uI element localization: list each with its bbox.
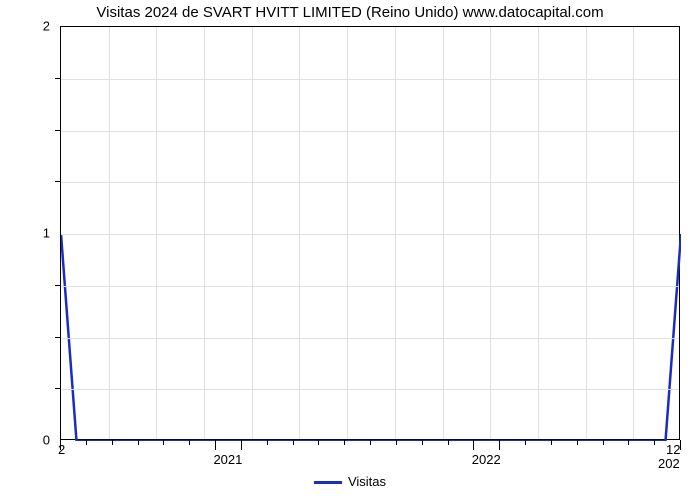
y-minor-tick bbox=[55, 181, 60, 182]
grid-line-v bbox=[204, 27, 205, 439]
x-tick bbox=[499, 440, 500, 450]
x-tick bbox=[112, 440, 113, 445]
grid-line-v bbox=[156, 27, 157, 439]
x-tick bbox=[654, 440, 655, 445]
x-tick bbox=[422, 440, 423, 445]
y-tick-label: 0 bbox=[0, 433, 50, 448]
grid-line-h bbox=[61, 286, 679, 287]
x-tick bbox=[396, 440, 397, 445]
x-end-right-label2: 202 bbox=[658, 456, 680, 471]
x-tick bbox=[551, 440, 552, 445]
grid-line-v bbox=[490, 27, 491, 439]
chart-container: Visitas 2024 de SVART HVITT LIMITED (Rei… bbox=[0, 0, 700, 500]
grid-line-h bbox=[61, 79, 679, 80]
y-tick-label: 2 bbox=[0, 19, 50, 34]
grid-line-v bbox=[299, 27, 300, 439]
legend-swatch bbox=[314, 481, 342, 484]
x-end-right-label: 12 bbox=[666, 442, 680, 457]
x-tick bbox=[448, 440, 449, 445]
y-tick-label: 1 bbox=[0, 226, 50, 241]
x-tick bbox=[577, 440, 578, 445]
x-tick bbox=[603, 440, 604, 445]
grid-line-v bbox=[633, 27, 634, 439]
grid-line-h bbox=[61, 389, 679, 390]
x-tick bbox=[473, 440, 474, 450]
legend: Visitas bbox=[0, 474, 700, 489]
grid-line-v bbox=[395, 27, 396, 439]
grid-line-v bbox=[586, 27, 587, 439]
y-minor-tick bbox=[55, 285, 60, 286]
plot-area bbox=[60, 26, 680, 440]
grid-line-h bbox=[61, 131, 679, 132]
x-major-label: 2021 bbox=[213, 452, 242, 467]
y-minor-tick bbox=[55, 388, 60, 389]
x-tick bbox=[241, 440, 242, 450]
x-tick bbox=[267, 440, 268, 445]
x-tick bbox=[293, 440, 294, 445]
x-tick bbox=[86, 440, 87, 445]
grid-line-h bbox=[61, 182, 679, 183]
x-tick bbox=[370, 440, 371, 445]
x-tick bbox=[189, 440, 190, 445]
x-tick bbox=[628, 440, 629, 445]
grid-line-v bbox=[443, 27, 444, 439]
x-major-label: 2022 bbox=[472, 452, 501, 467]
grid-line-v bbox=[252, 27, 253, 439]
x-tick bbox=[344, 440, 345, 445]
grid-line-h bbox=[61, 338, 679, 339]
x-end-left-label: 2 bbox=[58, 442, 65, 457]
y-minor-tick bbox=[55, 337, 60, 338]
x-tick bbox=[163, 440, 164, 445]
y-minor-tick bbox=[55, 130, 60, 131]
y-minor-tick bbox=[55, 78, 60, 79]
chart-title: Visitas 2024 de SVART HVITT LIMITED (Rei… bbox=[0, 4, 700, 21]
x-tick bbox=[215, 440, 216, 450]
x-tick bbox=[525, 440, 526, 445]
grid-line-v bbox=[538, 27, 539, 439]
x-tick bbox=[318, 440, 319, 445]
legend-label: Visitas bbox=[348, 474, 386, 489]
grid-line-v bbox=[347, 27, 348, 439]
grid-line-v bbox=[109, 27, 110, 439]
x-tick bbox=[138, 440, 139, 445]
grid-line-h bbox=[61, 234, 679, 235]
